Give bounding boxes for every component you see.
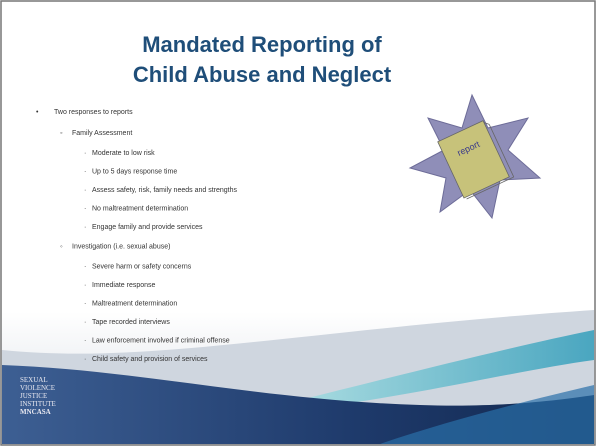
bullet: · bbox=[84, 205, 86, 212]
outline-item: Family Assessment bbox=[72, 130, 132, 137]
logo-text: SEXUAL bbox=[20, 376, 48, 384]
bullet: · bbox=[84, 356, 86, 363]
outline-item: Child safety and provision of services bbox=[92, 356, 208, 363]
outline-item: Engage family and provide services bbox=[92, 224, 203, 231]
outline-item: Investigation (i.e. sexual abuse) bbox=[72, 243, 170, 250]
logo-text: MNCASA bbox=[20, 408, 51, 416]
title-line: Child Abuse and Neglect bbox=[133, 62, 392, 87]
outline-item: Law enforcement involved if criminal off… bbox=[92, 337, 230, 344]
bullet: · bbox=[84, 224, 86, 231]
outline-item: Maltreatment determination bbox=[92, 300, 177, 307]
bullet: · bbox=[84, 187, 86, 194]
outline-item: Moderate to low risk bbox=[92, 150, 155, 157]
bullet: · bbox=[84, 150, 86, 157]
bullet: · bbox=[84, 168, 86, 175]
bullet: · bbox=[84, 300, 86, 307]
bullet: ◦ bbox=[60, 243, 62, 250]
bullet: · bbox=[84, 263, 86, 270]
bullet: · bbox=[84, 282, 86, 289]
outline-item: Severe harm or safety concerns bbox=[92, 263, 192, 270]
bullet: ◦ bbox=[60, 130, 62, 137]
outline-item: No maltreatment determination bbox=[92, 205, 188, 212]
logo-text: JUSTICE bbox=[20, 392, 47, 400]
outline-item: Tape recorded interviews bbox=[92, 319, 170, 326]
outline-item: Two responses to reports bbox=[54, 109, 133, 116]
logo-text: INSTITUTE bbox=[20, 400, 56, 408]
slide: report Mandated Reporting of Child Abuse… bbox=[0, 0, 596, 446]
bullet: · bbox=[84, 319, 86, 326]
outline-item: Up to 5 days response time bbox=[92, 168, 177, 175]
outline-item: Assess safety, risk, family needs and st… bbox=[92, 187, 237, 194]
title-line: Mandated Reporting of bbox=[142, 32, 382, 57]
outline-item: Immediate response bbox=[92, 282, 156, 289]
bullet: · bbox=[84, 337, 86, 344]
logo-text: VIOLENCE bbox=[20, 384, 55, 392]
